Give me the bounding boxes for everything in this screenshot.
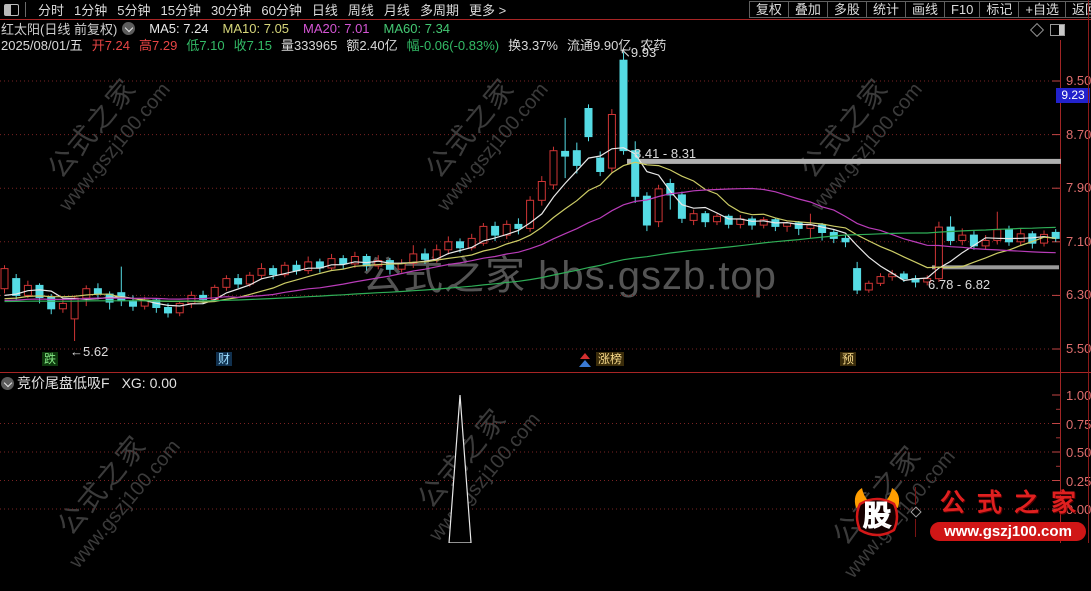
axis-label-0: 9.50 [1066,73,1091,88]
event-marker-2[interactable]: 涨榜 [596,352,625,366]
top-menu-bar: 分时 1分钟 5分钟 15分钟 30分钟 60分钟 日线 周线 月线 多周期 更多 > 复权 叠加 多股… [0,0,1091,19]
ma-label-2: MA10: 7.05 [222,21,290,36]
indicator-axis-label-4: 0.00 [1066,502,1091,517]
ma-label-4: MA60: 7.34 [383,21,451,36]
ma10-line [4,161,1056,303]
quote-field-2: 低7.10 [186,38,225,53]
ma-label-1: MA5: 7.24 [149,21,209,36]
signal-spike [448,394,472,543]
quote-field-1: 高7.29 [139,38,178,53]
toolbar-button-8[interactable]: 返回 [1064,1,1091,18]
grid-lines [0,80,1060,350]
indicator-axis-label-3: 0.25 [1066,473,1091,489]
quote-field-6: 幅-0.06(-0.83%) [406,38,500,53]
candlestick-chart[interactable] [0,0,1091,373]
svg-text:股: 股 [863,500,891,531]
logo-url-pill[interactable]: www.gszj100.com [930,522,1086,541]
drawn-horizontal-lines [627,158,1061,270]
pane-divider-line [0,372,1091,373]
event-marker-0[interactable]: 跌 [42,352,59,366]
axis-label-2: 7.90 [1066,180,1091,196]
indicator-axis-label-0: 1.00 [1066,388,1091,403]
site-logo: 股 公式之家 www.gszj100.com [850,483,1088,541]
logo-brand-text: 公式之家 [939,489,1088,517]
quote-field-0: 开7.24 [91,38,130,53]
title-row-icons [1029,22,1065,38]
quote-field-7: 换3.37% [508,38,558,53]
period-tab-10[interactable]: 更多 > [468,3,507,18]
indicator-value: XG: 0.00 [121,375,177,391]
ma5-line [4,147,1056,307]
period-tab-9[interactable]: 多周期 [419,3,459,18]
axis-label-5: 5.50 [1066,341,1091,356]
period-tab-2[interactable]: 5分钟 [117,3,151,18]
ma-label-3: MA20: 7.01 [303,21,370,36]
collapse-chevron-icon[interactable] [122,22,136,35]
window-edge-line [1088,0,1089,543]
quote-field-4: 量333965 [280,38,338,53]
chart-annotation-2: ←5.62 [70,344,109,359]
menu-divider [25,2,26,17]
period-tab-4[interactable]: 30分钟 [210,3,252,18]
price-tag: 9.23 [1056,88,1090,103]
period-tab-0[interactable]: 分时 [38,3,65,18]
axis-label-4: 6.30 [1066,287,1091,303]
quote-field-5: 额2.40亿 [346,38,398,53]
logo-divider [910,487,922,537]
indicator-title[interactable]: 竞价尾盘低吸F [17,375,110,391]
axis-label-1: 8.70 [1066,126,1091,142]
period-tabs: 分时 1分钟 5分钟 15分钟 30分钟 60分钟 日线 周线 月线 多周期 更多 > [33,0,511,19]
period-tab-8[interactable]: 月线 [383,3,410,18]
quote-field-9: 农药 [640,38,667,53]
stock-title: 红太阳(日线 前复权) [1,22,118,37]
indicator-axis-label-1: 0.75 [1066,416,1091,432]
event-alert-icon [580,353,590,359]
indicator-header: 竞价尾盘低吸F XG: 0.00 [0,375,177,391]
indicator-chart[interactable] [0,373,1091,543]
ma-lines [4,147,1056,307]
ma20-line [4,187,1056,301]
quote-info-row: 2025/08/01/五 开7.24 高7.29 低7.10 收7.15 量333965… [1,35,676,54]
ma-values: MA5: 7.24 MA10: 7.05 MA20: 7.01 MA60: 7.34 [135,21,450,36]
ma60-line [4,226,1056,303]
event-alert-icon [579,360,591,367]
chart-title-row: 红太阳(日线 前复权) MA5: 7.24 MA10: 7.05 MA20: 7.0… [1,21,450,37]
panel-toggle-icon[interactable] [4,3,19,16]
indicator-collapse-icon[interactable] [1,376,14,390]
axis-label-3: 7.10 [1066,233,1091,249]
period-tab-6[interactable]: 日线 [311,3,338,18]
chart-annotation-0: ↖9.93 [620,45,657,60]
quote-field-8: 流通9.90亿 [567,38,632,53]
period-tab-7[interactable]: 周线 [347,3,374,18]
chart-annotation-1: 8.41 - 8.31 [634,146,697,161]
quote-date: 2025/08/01/五 [1,38,83,53]
candles [0,52,1060,341]
bull-icon: 股 [854,488,900,537]
period-tab-1[interactable]: 1分钟 [74,3,108,18]
quote-fields: 开7.24 高7.29 低7.10 收7.15 量333965 额2.40亿 幅-0.06(… [92,35,676,54]
period-tab-3[interactable]: 15分钟 [160,3,201,18]
event-marker-3[interactable]: 预 [840,352,857,366]
chart-annotation-3: 6.78 - 6.82 [928,277,991,292]
event-marker-1[interactable]: 财 [216,352,233,366]
panel-right-icon[interactable] [1050,24,1065,36]
menu-separator-line [0,19,1091,20]
indicator-axis-label-2: 0.50 [1066,445,1091,460]
period-tab-5[interactable]: 60分钟 [261,3,302,18]
quote-field-3: 收7.15 [233,38,272,53]
